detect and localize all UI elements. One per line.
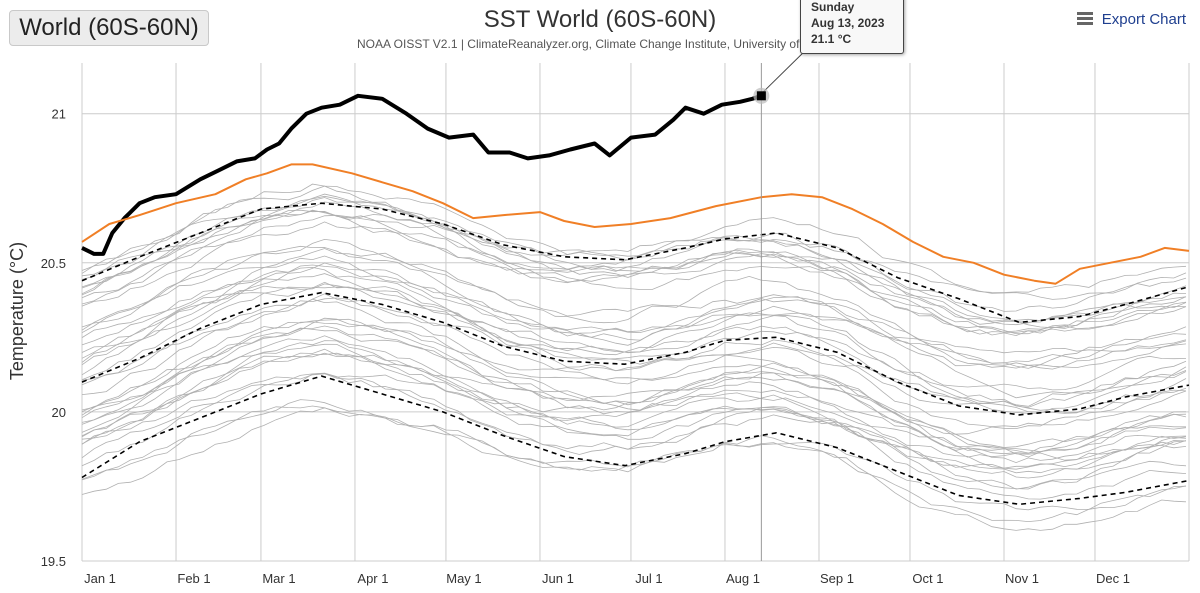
history-line [81,335,1187,464]
historical-year-lines [81,183,1187,531]
highlighted-year-lines [81,93,1190,285]
history-line [81,343,1187,474]
y-tick-label: 20.5 [41,256,66,271]
region-selector-button[interactable]: World (60S-60N) [9,10,209,46]
chart-title: SST World (60S-60N) [483,6,717,33]
y-tick-label: 21 [52,107,66,122]
history-line [81,209,1187,329]
x-tick-label: Apr 1 [357,571,388,586]
y-tick-label: 19.5 [41,554,66,569]
current-year-line [81,93,763,256]
history-line [81,264,1187,370]
hamburger-menu-icon [1076,12,1093,26]
stat-band-line [81,375,1190,506]
history-line [81,262,1187,408]
history-line [81,348,1187,490]
history-line [81,286,1187,391]
x-tick-label: Jun 1 [542,571,574,586]
history-line [81,195,1187,335]
x-tick-label: Aug 1 [726,571,760,586]
history-line [81,255,1187,369]
history-line [81,372,1187,500]
data-tooltip: Sunday Aug 13, 2023 21.1 °C [800,0,904,54]
x-axis-tick-labels: Jan 1 Feb 1 Mar 1 Apr 1 May 1 Jun 1 Jul 1 Aug 1… [84,571,1130,586]
export-chart-button[interactable]: Export Chart [1076,9,1186,29]
y-axis-title: Temperature (°C) [7,242,27,380]
x-tick-label: Oct 1 [912,571,943,586]
x-tick-label: Feb 1 [177,571,210,586]
history-line [81,321,1186,458]
statistic-lines [81,202,1190,506]
y-tick-label: 20 [52,405,66,420]
history-line [81,407,1187,531]
history-line [81,210,1187,337]
history-line [81,298,1187,428]
x-tick-label: Jan 1 [84,571,116,586]
x-tick-label: Nov 1 [1005,571,1039,586]
y-axis-tick-labels: 19.5 20 20.5 21 [41,107,66,569]
x-tick-label: Jul 1 [635,571,662,586]
history-line [81,325,1187,455]
history-line [81,209,1187,312]
history-line [81,193,1187,300]
chart-subtitle: NOAA OISST V2.1 | ClimateReanalyzer.org,… [357,37,803,51]
history-line [81,327,1187,448]
y-gridlines [82,113,1189,562]
history-line [81,238,1187,369]
history-line [81,221,1187,333]
history-line [81,405,1187,511]
export-chart-label: Export Chart [1101,10,1186,28]
history-line [81,183,1187,323]
highlight-marker-layer [753,45,811,561]
history-line [81,293,1187,414]
history-line [81,245,1187,354]
history-line [81,185,1187,293]
history-line [81,318,1187,454]
highlight-point[interactable] [756,91,766,101]
history-line [81,399,1187,523]
history-line [81,281,1187,414]
history-line [81,372,1187,490]
history-line [81,340,1187,469]
x-tick-label: Sep 1 [820,571,854,586]
prior-year-line [81,163,1190,285]
history-line [81,297,1187,413]
tooltip-day: Sunday [811,0,855,14]
x-tick-label: Dec 1 [1096,571,1130,586]
history-line [81,214,1187,326]
history-line [81,317,1187,453]
stat-band-line [81,202,1190,324]
history-line [81,373,1187,479]
tooltip-value: 21.1 °C [811,32,852,46]
x-tick-label: May 1 [446,571,481,586]
x-tick-label: Mar 1 [262,571,295,586]
tooltip-date: Aug 13, 2023 [811,16,885,30]
